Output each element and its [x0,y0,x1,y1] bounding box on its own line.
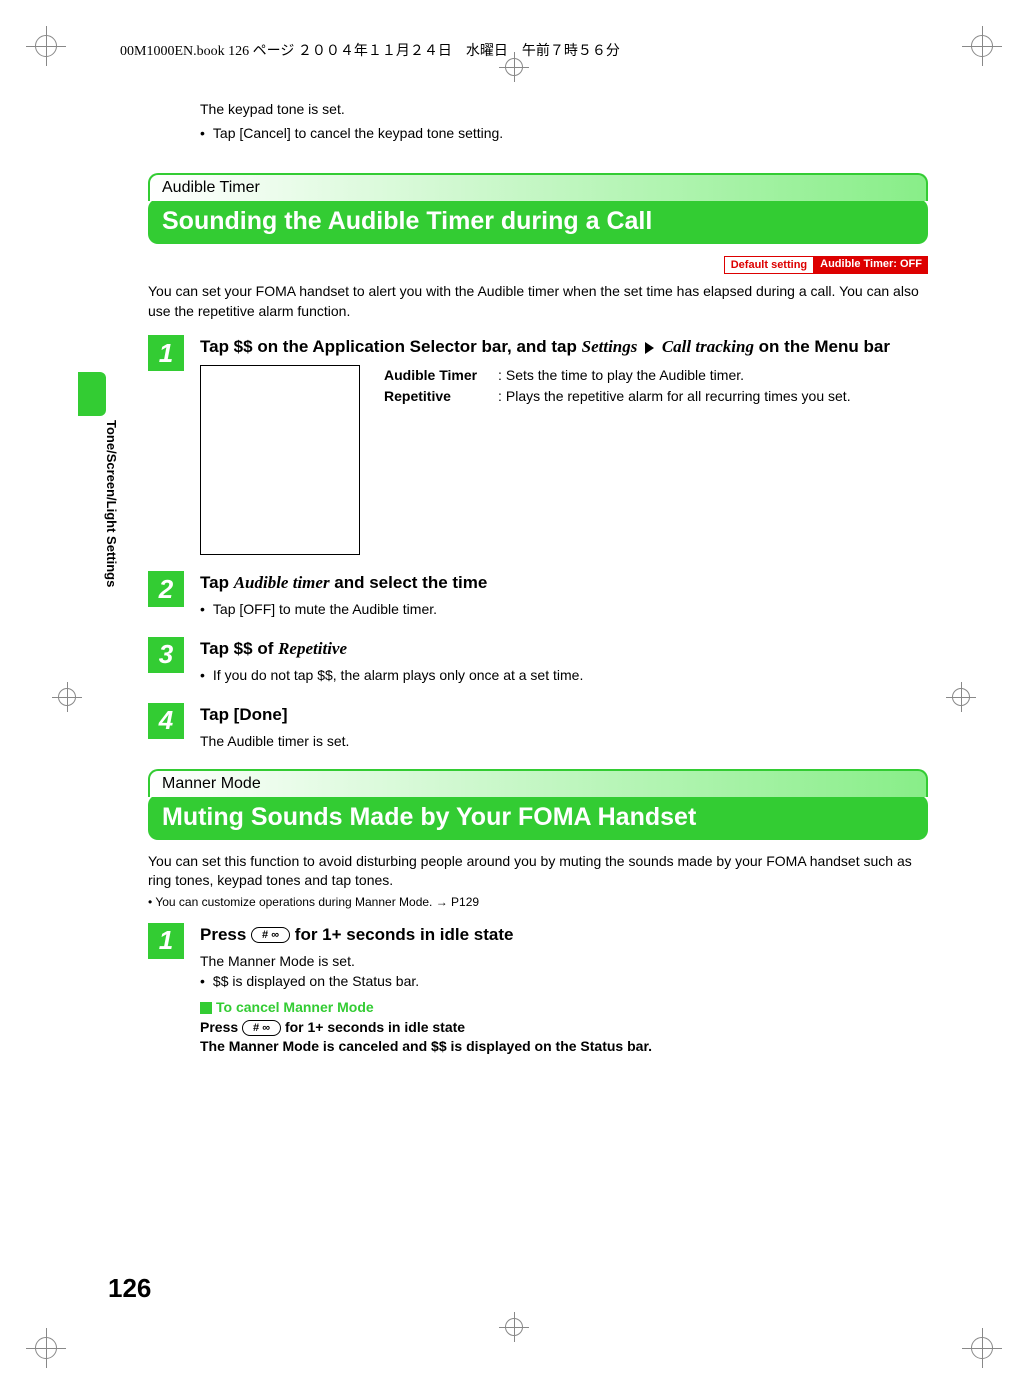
def-desc: Sets the time to play the Audible timer. [506,367,744,383]
crop-mark-icon [946,682,976,712]
step-bullet: If you do not tap $$, the alarm plays on… [200,667,928,683]
section-tab-icon [78,372,106,416]
section-label: Manner Mode [148,769,928,797]
sub-heading: To cancel Manner Mode [200,999,928,1015]
step-body-text: The Manner Mode is set. [200,953,928,969]
screenshot-placeholder [200,365,360,555]
section-body: You can set your FOMA handset to alert y… [148,282,928,321]
intro-block: The keypad tone is set. Tap [Cancel] to … [200,100,928,143]
step-heading: Tap $$ of Repetitive [200,637,928,661]
intro-line: The keypad tone is set. [200,100,928,120]
sub-line: Press # ∞ for 1+ seconds in idle state [200,1019,928,1036]
step-number-icon: 3 [148,637,184,673]
section-header: Audible Timer Sounding the Audible Timer… [148,173,928,244]
section-body: You can set this function to avoid distu… [148,852,928,891]
key-icon: # ∞ [251,927,290,943]
section-note: • You can customize operations during Ma… [148,895,928,909]
def-term: Audible Timer [384,365,494,386]
step-bullet: $$ is displayed on the Status bar. [200,973,928,989]
section-label: Audible Timer [148,173,928,201]
step: 1 Tap $$ on the Application Selector bar… [148,335,928,555]
step-heading: Tap [Done] [200,703,928,727]
section-title: Sounding the Audible Timer during a Call [148,199,928,244]
step-number-icon: 1 [148,923,184,959]
def-desc: Plays the repetitive alarm for all recur… [506,386,851,407]
step-number-icon: 2 [148,571,184,607]
section-tab-label: Tone/Screen/Light Settings [104,420,119,587]
crop-mark-icon [52,682,82,712]
definition-list: Audible Timer:Sets the time to play the … [384,365,851,555]
default-value: Audible Timer: OFF [814,256,928,274]
def-term: Repetitive [384,386,494,407]
step-bullet: Tap [OFF] to mute the Audible timer. [200,601,928,617]
crop-mark-icon [26,26,66,66]
key-icon: # ∞ [242,1020,281,1036]
step: 2 Tap Audible timer and select the time … [148,571,928,621]
page-number: 126 [108,1273,151,1304]
default-label: Default setting [724,256,814,274]
step-number-icon: 4 [148,703,184,739]
intro-bullet: Tap [Cancel] to cancel the keypad tone s… [200,124,928,144]
default-setting-badge: Default setting Audible Timer: OFF [148,256,928,274]
print-header: 00M1000EN.book 126 ページ ２００４年１１月２４日 水曜日 午… [120,40,620,60]
step-heading: Tap $$ on the Application Selector bar, … [200,335,928,359]
step-body-text: The Audible timer is set. [200,733,928,749]
step: 3 Tap $$ of Repetitive If you do not tap… [148,637,928,687]
crop-mark-icon [962,1328,1002,1368]
arrow-icon [645,342,654,354]
crop-mark-icon [962,26,1002,66]
step-number-icon: 1 [148,335,184,371]
crop-mark-icon [26,1328,66,1368]
step: 4 Tap [Done] The Audible timer is set. [148,703,928,749]
section-title: Muting Sounds Made by Your FOMA Handset [148,795,928,840]
step-heading: Tap Audible timer and select the time [200,571,928,595]
step-heading: Press # ∞ for 1+ seconds in idle state [200,923,928,947]
sub-line: The Manner Mode is canceled and $$ is di… [200,1038,928,1054]
crop-mark-icon [499,1312,529,1342]
section-header: Manner Mode Muting Sounds Made by Your F… [148,769,928,840]
step: 1 Press # ∞ for 1+ seconds in idle state… [148,923,928,1056]
